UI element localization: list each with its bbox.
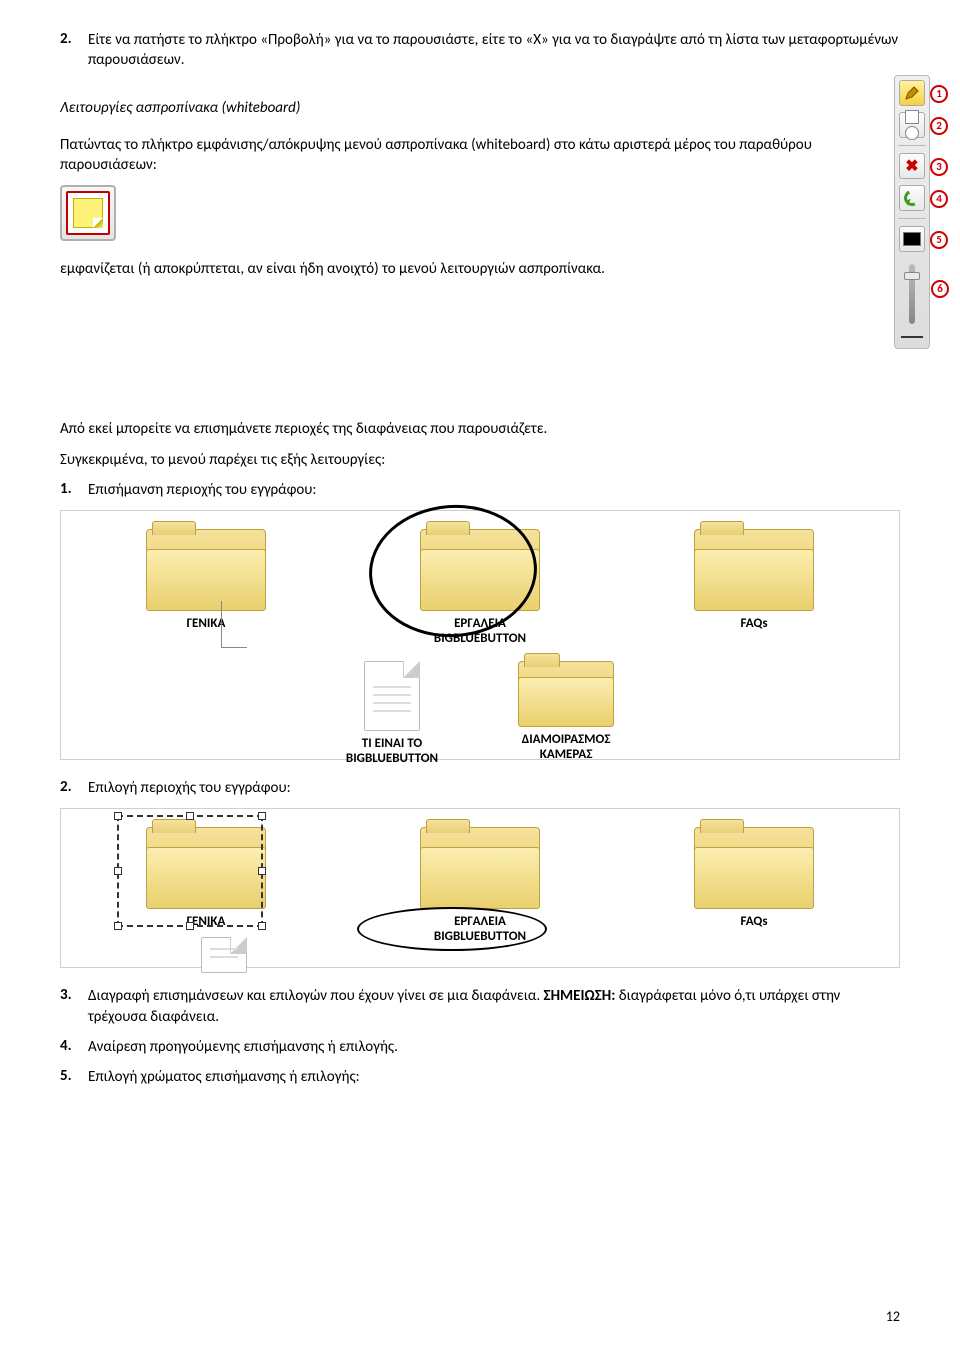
thickness-preview-line	[901, 336, 923, 338]
list-text: Διαγραφή επισημάνσεων και επιλογών που έ…	[88, 986, 900, 1027]
folder-label: ΔΙΑΜΟΙΡΑΣΜΟΣ ΚΑΜΕΡΑΣ	[522, 733, 611, 763]
function-item-1: 1. Επισήμανση περιοχής του εγγράφου:	[60, 480, 900, 500]
list-number: 4.	[60, 1037, 88, 1057]
callout-badge: 5	[930, 231, 948, 249]
intro-list-item: 2. Είτε να πατήστε το πλήκτρο «Προβολή» …	[60, 30, 900, 71]
note-label: ΣΗΜΕΙΩΣΗ:	[544, 987, 616, 1005]
file-icon	[201, 937, 247, 973]
whiteboard-intro-row: Πατώντας το πλήκτρο εμφάνισης/απόκρυψης …	[60, 135, 900, 280]
section-title: Λειτουργίες ασπροπίνακα (whiteboard)	[60, 99, 900, 117]
color-swatch	[903, 232, 921, 246]
list-number: 2.	[60, 30, 88, 71]
tree-connector	[221, 601, 222, 647]
folder-label: ΓΕΝΙΚΑ	[187, 617, 226, 632]
thickness-slider[interactable]	[909, 264, 915, 324]
list-text: Είτε να πατήστε το πλήκτρο «Προβολή» για…	[88, 30, 900, 71]
slider-thumb[interactable]	[904, 272, 920, 280]
color-swatch-icon[interactable]: 5	[899, 226, 925, 252]
toolbar-vertical: 1 2 ✖ 3 4 5	[894, 75, 930, 349]
callout-badge: 3	[930, 158, 948, 176]
list-text: Επισήμανση περιοχής του εγγράφου:	[88, 480, 900, 500]
clear-tool-icon[interactable]: ✖ 3	[899, 153, 925, 179]
file-ti-einai[interactable]: ΤΙ ΕΙΝΑΙ ΤΟ BIGBLUEBUTTON	[346, 661, 438, 767]
selection-rectangle-annotation	[117, 815, 263, 927]
list-text: Επιλογή περιοχής του εγγράφου:	[88, 778, 900, 798]
function-item-3: 3. Διαγραφή επισημάνσεων και επιλογών πο…	[60, 986, 900, 1027]
callout-badge: 6	[931, 280, 949, 298]
toolbar-separator	[898, 145, 926, 146]
screenshot-annotate-region: ΓΕΝΙΚΑ ΕΡΓΑΛΕΙΑ BIGBLUEBUTTON FAQs ΤΙ ΕΙ…	[60, 510, 900, 760]
function-item-2: 2. Επιλογή περιοχής του εγγράφου:	[60, 778, 900, 798]
note-icon	[73, 198, 103, 228]
folder-label: FAQs	[740, 617, 767, 632]
document-page: 2. Είτε να πατήστε το πλήκτρο «Προβολή» …	[0, 0, 960, 1345]
file-label: ΤΙ ΕΙΝΑΙ ΤΟ BIGBLUEBUTTON	[346, 737, 438, 767]
undo-arrow-icon	[902, 187, 923, 208]
whiteboard-tools-toolbar: 1 2 ✖ 3 4 5	[894, 75, 930, 349]
callout-badge: 1	[930, 85, 948, 103]
paragraph: εμφανίζεται (ή αποκρύπτεται, αν είναι ήδ…	[60, 259, 840, 279]
screenshot-select-region: ΓΕΝΙΚΑ ΕΡΓΑΛΕΙΑ BIGBLUEBUTTON FAQs	[60, 808, 900, 968]
oval-annotation	[357, 907, 547, 951]
tree-connector	[221, 647, 247, 648]
whiteboard-toggle-inner	[66, 191, 110, 235]
callout-badge: 2	[930, 117, 948, 135]
file-icon	[364, 661, 420, 731]
paragraph: Συγκεκριμένα, το μενού παρέχει τις εξής …	[60, 450, 900, 470]
paragraph: Πατώντας το πλήκτρο εμφάνισης/απόκρυψης …	[60, 135, 840, 176]
shapes-tool-icon[interactable]: 2	[899, 112, 925, 138]
list-number: 3.	[60, 986, 88, 1027]
function-item-5: 5. Επιλογή χρώματος επισήμανσης ή επιλογ…	[60, 1067, 900, 1087]
folder-faqs[interactable]: FAQs	[654, 827, 854, 930]
text-part: Διαγραφή επισημάνσεων και επιλογών που έ…	[88, 987, 544, 1005]
function-item-4: 4. Αναίρεση προηγούμενης επισήμανσης ή ε…	[60, 1037, 900, 1057]
callout-badge: 4	[930, 190, 948, 208]
toolbar-separator	[898, 218, 926, 219]
thickness-slider-wrap: 6	[909, 258, 915, 328]
x-icon: ✖	[905, 156, 918, 176]
list-text: Επιλογή χρώματος επισήμανσης ή επιλογής:	[88, 1067, 900, 1087]
pencil-tool-icon[interactable]: 1	[899, 80, 925, 106]
sub-folder-row: ΤΙ ΕΙΝΑΙ ΤΟ BIGBLUEBUTTON ΔΙΑΜΟΙΡΑΣΜΟΣ Κ…	[69, 661, 891, 767]
folder-label: FAQs	[740, 915, 767, 930]
list-text: Αναίρεση προηγούμενης επισήμανσης ή επιλ…	[88, 1037, 900, 1057]
paragraph: Από εκεί μπορείτε να επισημάνετε περιοχέ…	[60, 419, 900, 439]
undo-tool-icon[interactable]: 4	[899, 185, 925, 211]
list-number: 2.	[60, 778, 88, 798]
list-number: 5.	[60, 1067, 88, 1087]
list-number: 1.	[60, 480, 88, 500]
page-number: 12	[886, 1308, 900, 1325]
folder-faqs[interactable]: FAQs	[654, 529, 854, 632]
whiteboard-toggle-button[interactable]	[60, 185, 116, 241]
folder-genika[interactable]: ΓΕΝΙΚΑ	[106, 529, 306, 632]
folder-diamoirasmos[interactable]: ΔΙΑΜΟΙΡΑΣΜΟΣ ΚΑΜΕΡΑΣ	[518, 661, 614, 767]
